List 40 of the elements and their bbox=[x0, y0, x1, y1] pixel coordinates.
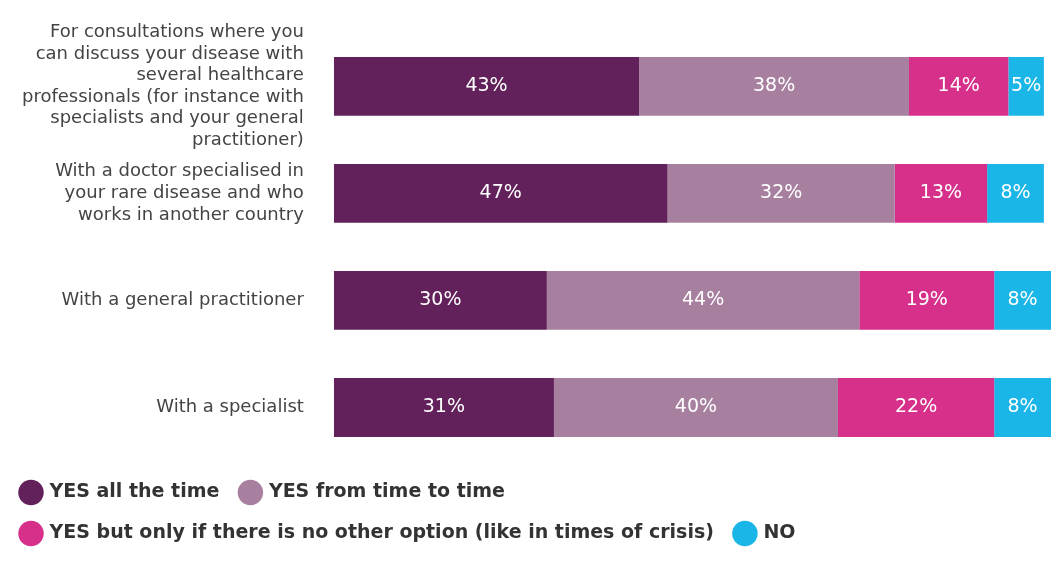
data-label: 44% bbox=[681, 287, 725, 310]
data-label: 43% bbox=[465, 73, 508, 96]
data-label: 8% bbox=[1007, 394, 1038, 417]
data-label: 32% bbox=[760, 180, 803, 203]
data-label: 8% bbox=[1000, 180, 1031, 203]
data-label: 40% bbox=[674, 394, 718, 417]
data-label: 14% bbox=[937, 73, 980, 96]
bar bbox=[987, 163, 1044, 223]
data-label: 8% bbox=[1007, 287, 1038, 310]
bar bbox=[1008, 56, 1044, 116]
bar bbox=[667, 163, 895, 223]
y-tick-label: With a doctor specialised in your rare disease and who works in another country bbox=[55, 159, 305, 224]
legend-label: NO bbox=[763, 520, 796, 543]
data-label: 38% bbox=[752, 73, 796, 96]
bar bbox=[837, 378, 995, 437]
bar bbox=[553, 378, 838, 437]
bar bbox=[859, 270, 995, 330]
bar bbox=[994, 378, 1051, 437]
bar bbox=[894, 163, 988, 223]
data-label: 5% bbox=[1011, 73, 1042, 96]
bar bbox=[333, 56, 640, 116]
bar bbox=[994, 270, 1051, 330]
bar bbox=[908, 56, 1009, 116]
data-label: 22% bbox=[894, 394, 938, 417]
bar bbox=[333, 270, 547, 330]
y-tick-label: With a specialist bbox=[156, 395, 304, 417]
legend-label: YES but only if there is no other option (like in times of crisis) bbox=[48, 520, 714, 543]
data-label: 31% bbox=[422, 394, 465, 417]
data-label: 19% bbox=[905, 287, 948, 310]
data-label: 30% bbox=[419, 287, 462, 310]
legend-label: YES all the time bbox=[48, 479, 220, 502]
legend-label: YES from time to time bbox=[267, 479, 505, 502]
bar bbox=[333, 378, 554, 437]
bar bbox=[333, 163, 668, 223]
bar bbox=[546, 270, 860, 330]
bar bbox=[639, 56, 909, 116]
y-tick-label: For consultations where you can discuss your disease with several healthcare professionals (for instance with specialists and your general practitioner) bbox=[21, 20, 304, 149]
data-label: 13% bbox=[919, 180, 963, 203]
y-tick-label: With a general practitioner bbox=[61, 288, 305, 310]
data-label: 47% bbox=[479, 180, 522, 203]
